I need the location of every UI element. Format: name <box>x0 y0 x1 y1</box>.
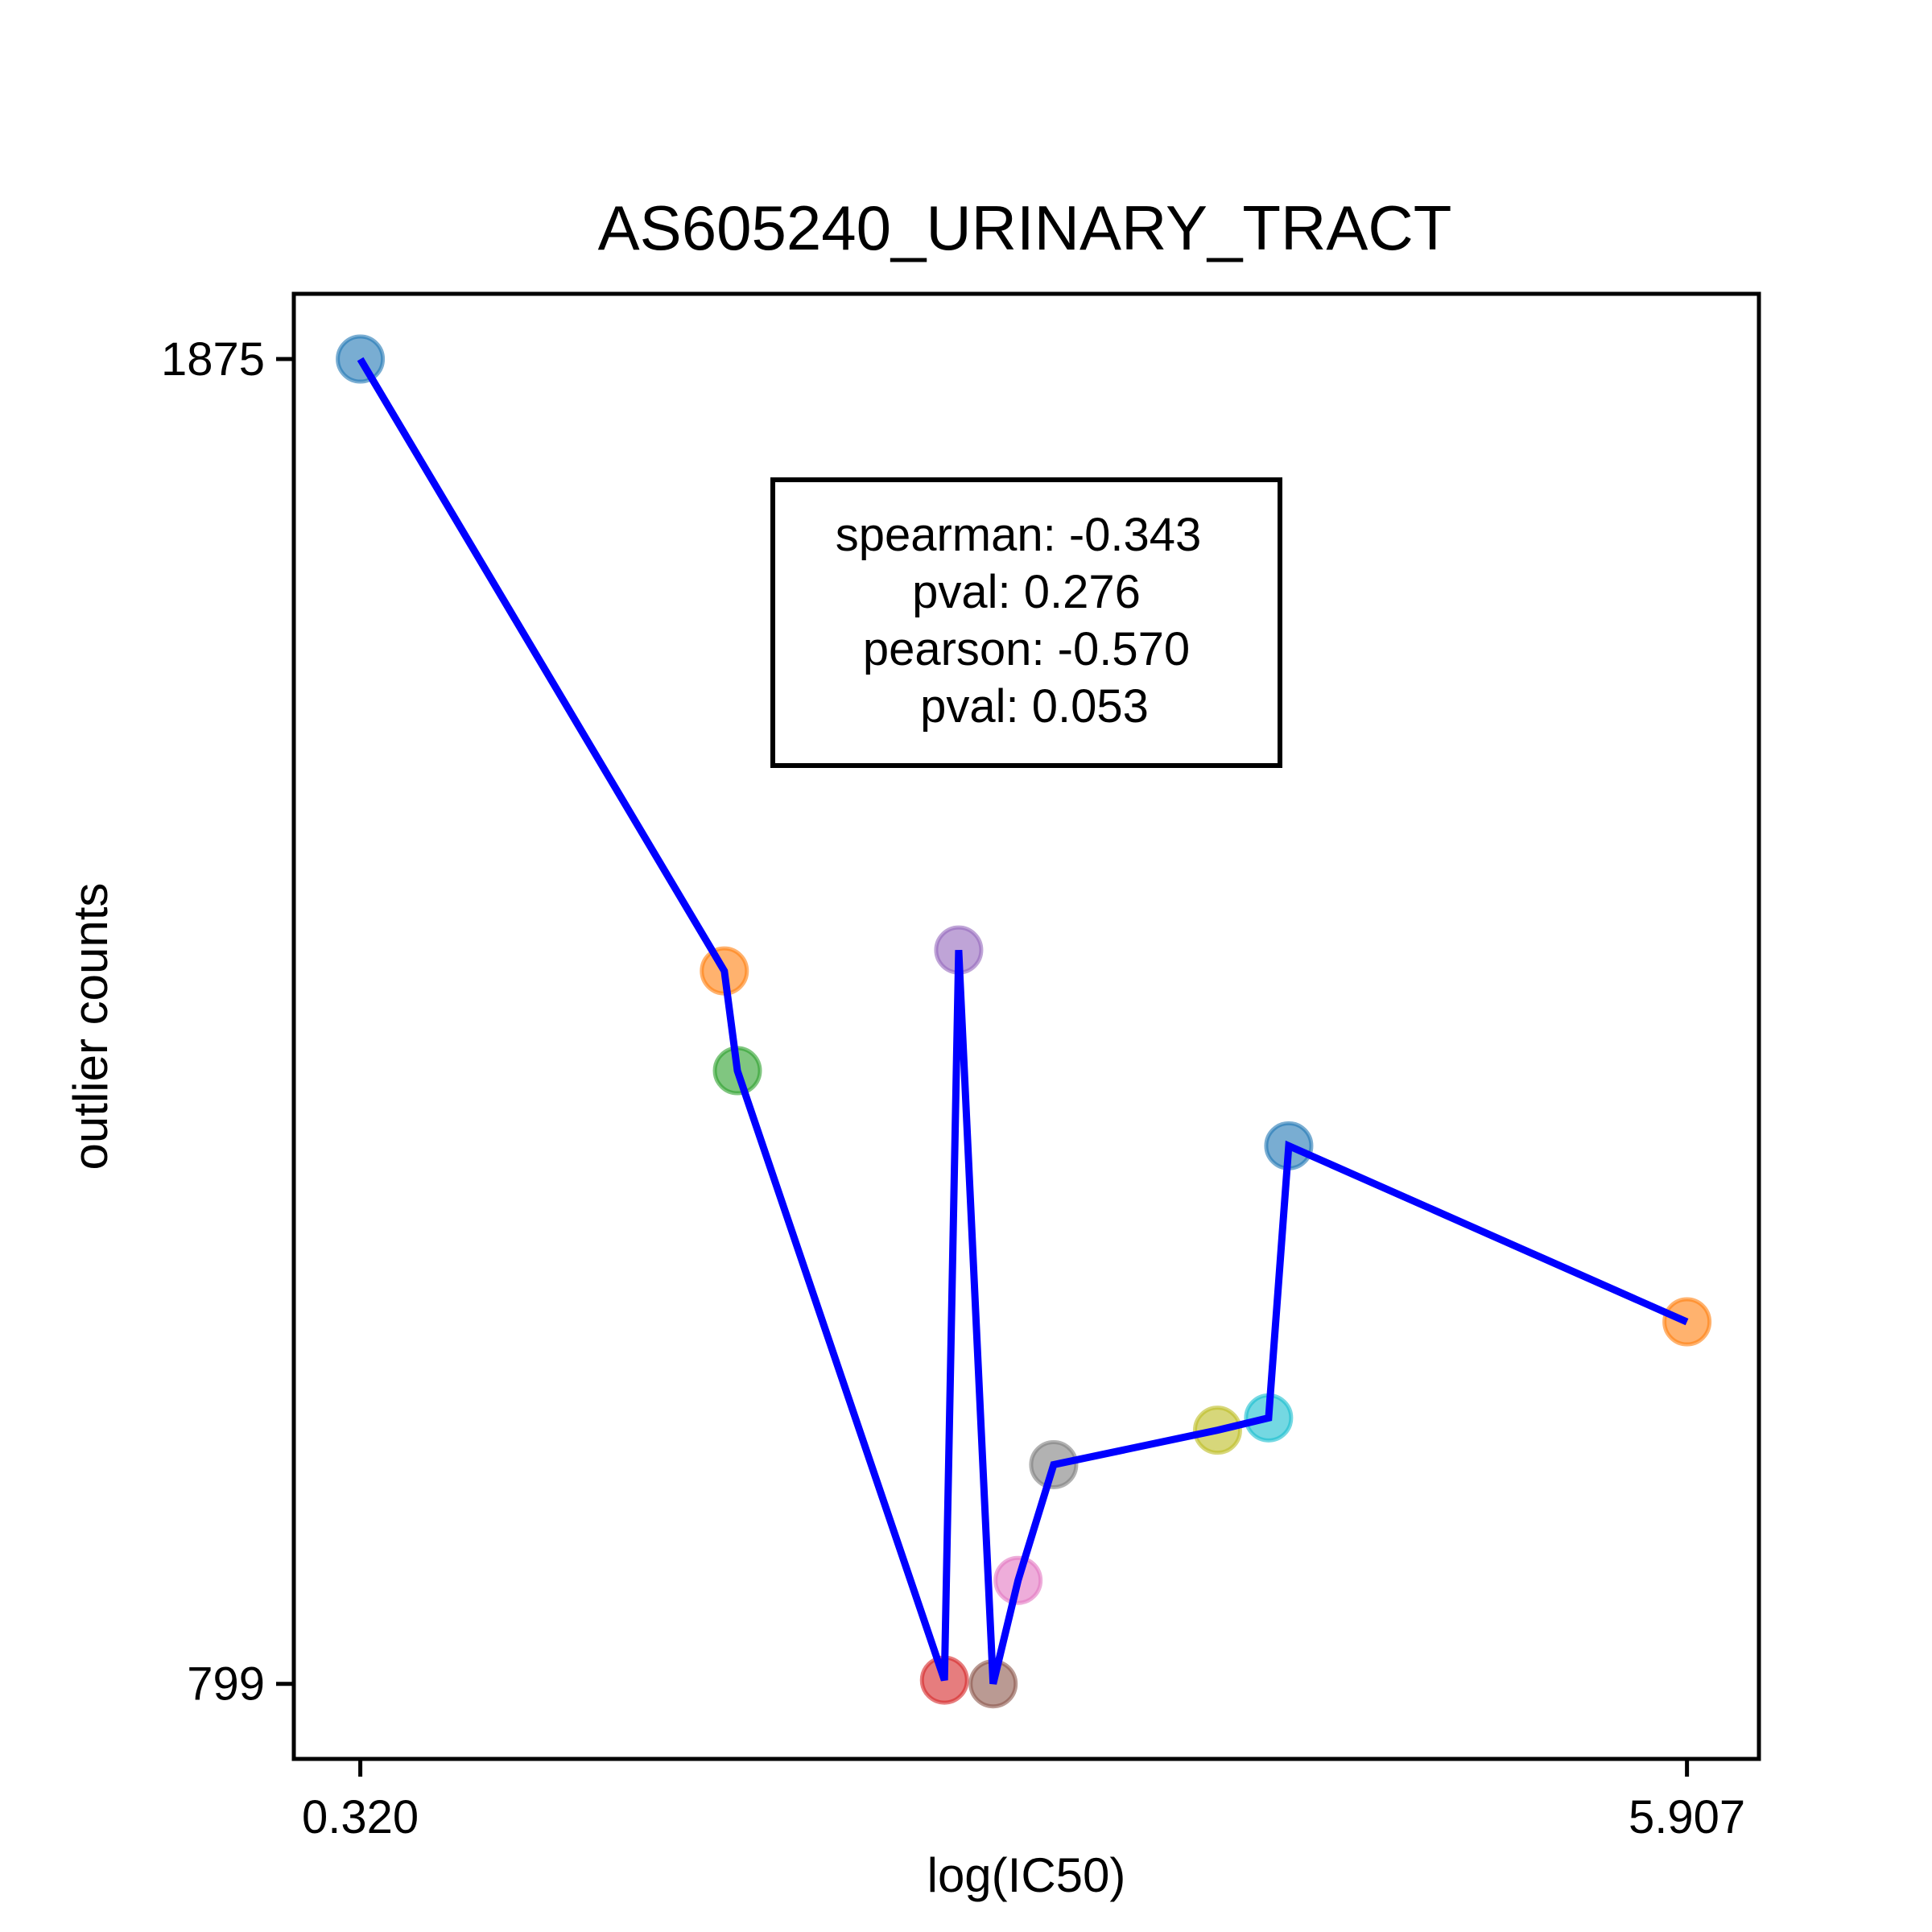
stats-line-pearson-pval: pval: 0.053 <box>920 680 1149 733</box>
data-point <box>1662 1297 1712 1347</box>
plot-frame <box>291 291 1761 1761</box>
stats-box-frame <box>770 477 1282 768</box>
x-tick-label: 0.320 <box>302 1791 419 1843</box>
y-axis: 799 1875 <box>161 333 294 1711</box>
stats-line-spearman-pval: pval: 0.276 <box>912 566 1141 618</box>
y-axis-label: outlier counts <box>64 883 118 1170</box>
x-axis: 0.320 5.907 <box>302 1759 1745 1843</box>
series-line <box>357 357 1689 1685</box>
y-tick-label: 799 <box>187 1658 265 1711</box>
data-point <box>336 334 386 384</box>
y-tick-label: 1875 <box>161 333 265 386</box>
stats-line-pearson: pearson: -0.570 <box>863 623 1190 675</box>
data-series <box>336 334 1712 1709</box>
stats-line-spearman: spearman: -0.343 <box>836 509 1202 561</box>
plot-area: 0.320 5.907 799 1875 <box>161 291 1761 1843</box>
x-axis-label: log(IC50) <box>927 1848 1126 1902</box>
stats-box: spearman: -0.343 pval: 0.276 pearson: -0… <box>770 477 1282 768</box>
chart-title: AS605240_URINARY_TRACT <box>598 192 1452 263</box>
x-tick-label: 5.907 <box>1629 1791 1745 1843</box>
